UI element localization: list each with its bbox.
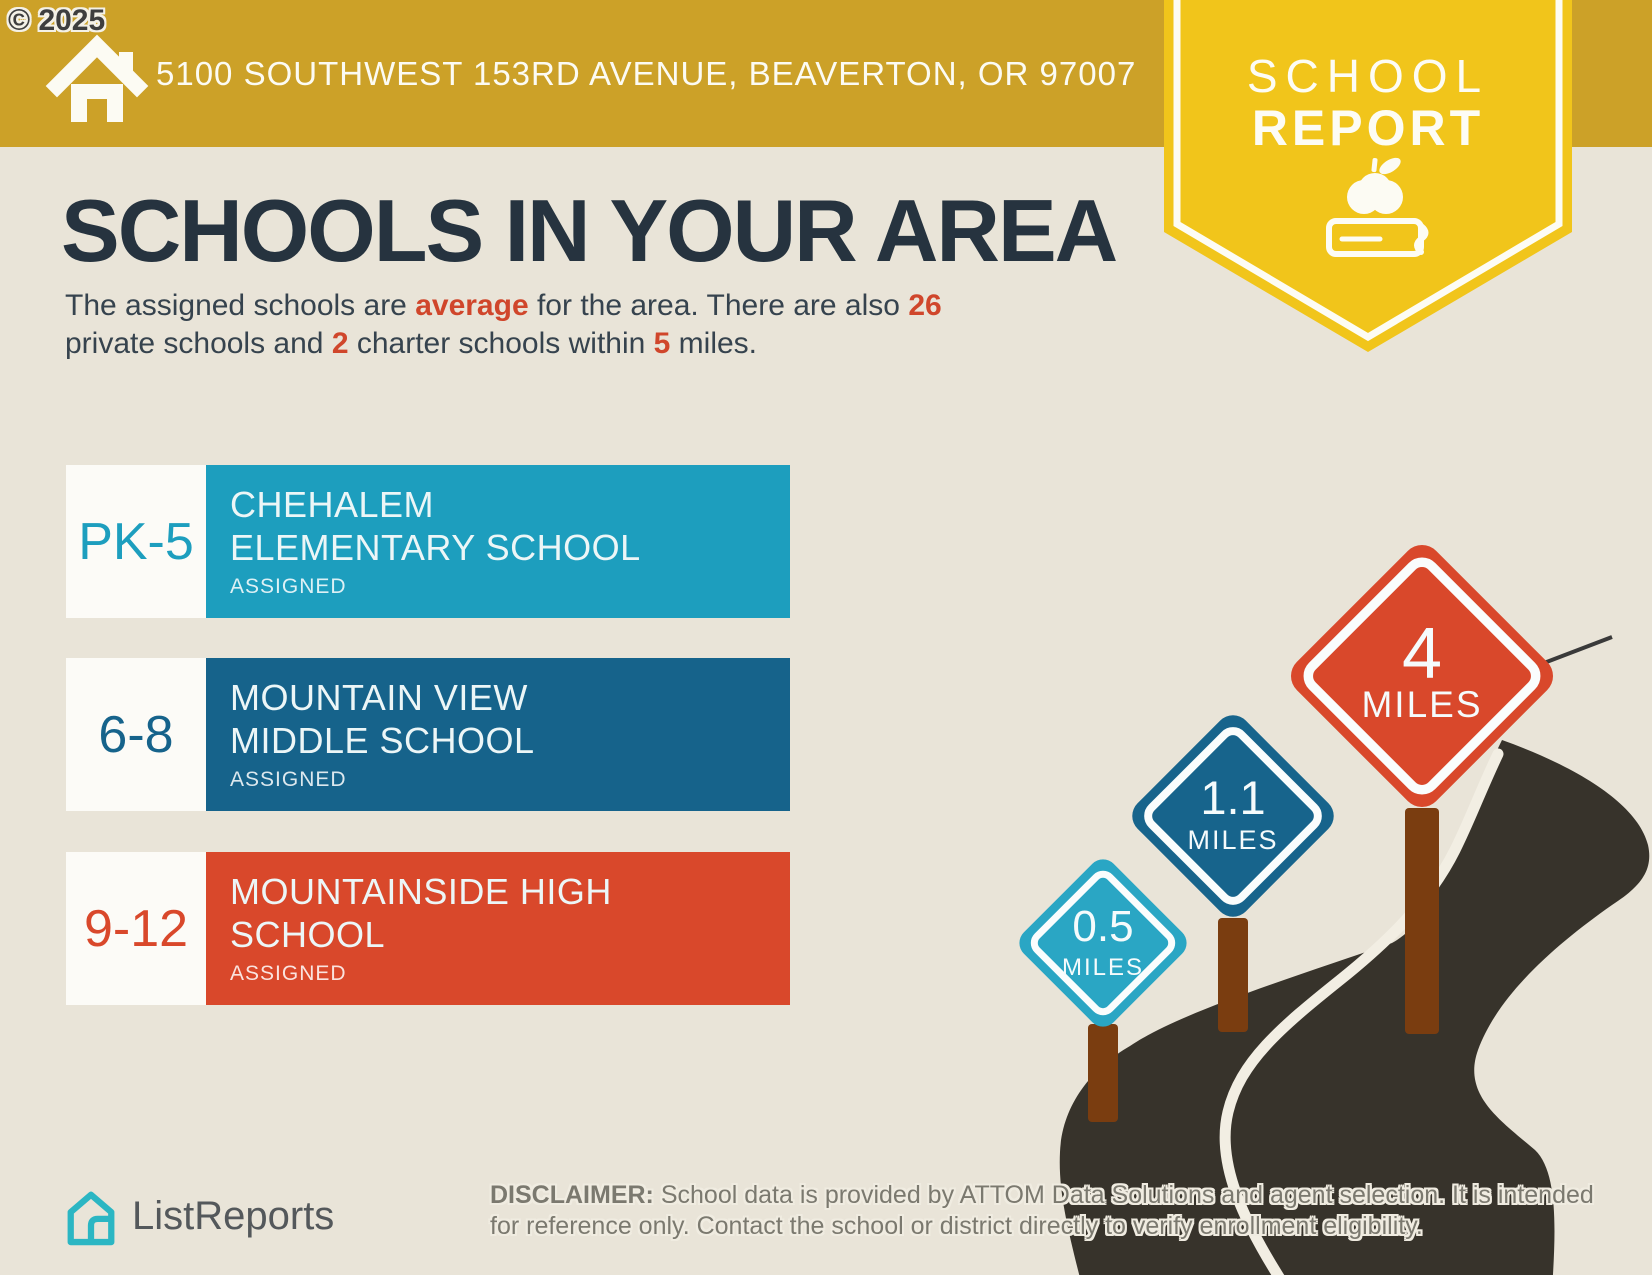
school-name-line: SCHOOL xyxy=(230,914,386,955)
intro-line-2: private schools and 2 charter schools wi… xyxy=(65,325,942,363)
vanishing-road-edge-line xyxy=(1467,635,1613,694)
intro-text: for the area. There are also xyxy=(528,289,909,322)
grade-range-box: 9-12 xyxy=(66,852,206,1005)
distance-value: 1.1 xyxy=(1200,771,1265,824)
school-name: MOUNTAINSIDE HIGH SCHOOL xyxy=(230,870,790,956)
grade-range-box: 6-8 xyxy=(66,658,206,811)
distance-sign-near: 0.5 MILES xyxy=(1019,859,1187,1027)
intro-highlight: 5 xyxy=(653,327,671,360)
address-banner: 5100 SOUTHWEST 153RD AVENUE, BEAVERTON, … xyxy=(0,0,1652,147)
sign-post xyxy=(1405,808,1439,1034)
distance-unit: MILES xyxy=(1187,825,1278,855)
distance-value: 0.5 xyxy=(1072,902,1133,951)
school-status: ASSIGNED xyxy=(230,962,347,985)
school-name-line: ELEMENTARY SCHOOL xyxy=(230,527,641,568)
disclaimer-line-2: for reference only. Contact the school o… xyxy=(490,1212,1423,1240)
intro-text: charter schools within xyxy=(348,327,654,360)
school-name-line: MOUNTAIN VIEW xyxy=(230,677,528,718)
grade-range-box: PK-5 xyxy=(66,465,206,618)
school-name-line: MOUNTAINSIDE HIGH xyxy=(230,871,612,912)
school-name-bar: CHEHALEM ELEMENTARY SCHOOL ASSIGNED xyxy=(206,465,790,618)
disclaimer-body: School data is provided by ATTOM Data So… xyxy=(653,1181,1594,1209)
disclaimer-label: DISCLAIMER: xyxy=(490,1181,654,1209)
distance-sign-mid: 1.1 MILES xyxy=(1132,715,1334,917)
school-card-high: 9-12 MOUNTAINSIDE HIGH SCHOOL ASSIGNED xyxy=(66,852,790,1005)
apple-on-book-icon xyxy=(1326,157,1429,257)
sign-post xyxy=(1088,1024,1118,1122)
school-name-bar: MOUNTAIN VIEW MIDDLE SCHOOL ASSIGNED xyxy=(206,658,790,811)
distance-sign-far: 4 MILES xyxy=(1290,544,1554,808)
school-card-elementary: PK-5 CHEHALEM ELEMENTARY SCHOOL ASSIGNED xyxy=(66,465,790,618)
intro-highlight: 2 xyxy=(331,327,349,360)
property-address: 5100 SOUTHWEST 153RD AVENUE, BEAVERTON, … xyxy=(156,54,1137,92)
logo-wordmark: ListReports xyxy=(132,1193,335,1238)
school-name-line: MIDDLE SCHOOL xyxy=(230,720,535,761)
school-name-bar: MOUNTAINSIDE HIGH SCHOOL ASSIGNED xyxy=(206,852,790,1005)
school-status: ASSIGNED xyxy=(230,768,347,791)
grade-range-label: 6-8 xyxy=(98,705,174,764)
sign-post xyxy=(1218,918,1248,1032)
copyright-text: © 2025 xyxy=(8,4,106,37)
page-title: SCHOOLS IN YOUR AREA xyxy=(61,181,1118,280)
grade-range-label: 9-12 xyxy=(83,899,189,958)
listreports-logo: ListReports xyxy=(63,1186,334,1246)
school-name: MOUNTAIN VIEW MIDDLE SCHOOL xyxy=(230,676,790,762)
intro-paragraph: The assigned schools are average for the… xyxy=(65,287,942,363)
school-status: ASSIGNED xyxy=(230,575,347,598)
distance-unit: MILES xyxy=(1361,684,1482,725)
distance-value: 4 xyxy=(1402,614,1442,694)
school-name: CHEHALEM ELEMENTARY SCHOOL xyxy=(230,483,790,569)
disclaimer-line-1: DISCLAIMER: School data is provided by A… xyxy=(490,1180,1650,1211)
grade-range-label: PK-5 xyxy=(78,512,194,571)
intro-text: private schools and xyxy=(65,327,332,360)
intro-highlight: average xyxy=(415,289,529,322)
school-name-line: CHEHALEM xyxy=(230,484,435,525)
intro-text: miles. xyxy=(670,327,758,360)
disclaimer-text: DISCLAIMER: School data is provided by A… xyxy=(490,1180,1650,1242)
school-card-middle: 6-8 MOUNTAIN VIEW MIDDLE SCHOOL ASSIGNED xyxy=(66,658,790,811)
intro-text: The assigned schools are xyxy=(65,289,416,322)
listreports-house-icon xyxy=(67,1191,115,1246)
distance-unit: MILES xyxy=(1062,954,1144,981)
intro-highlight: 26 xyxy=(908,289,942,322)
intro-line-1: The assigned schools are average for the… xyxy=(65,287,942,325)
